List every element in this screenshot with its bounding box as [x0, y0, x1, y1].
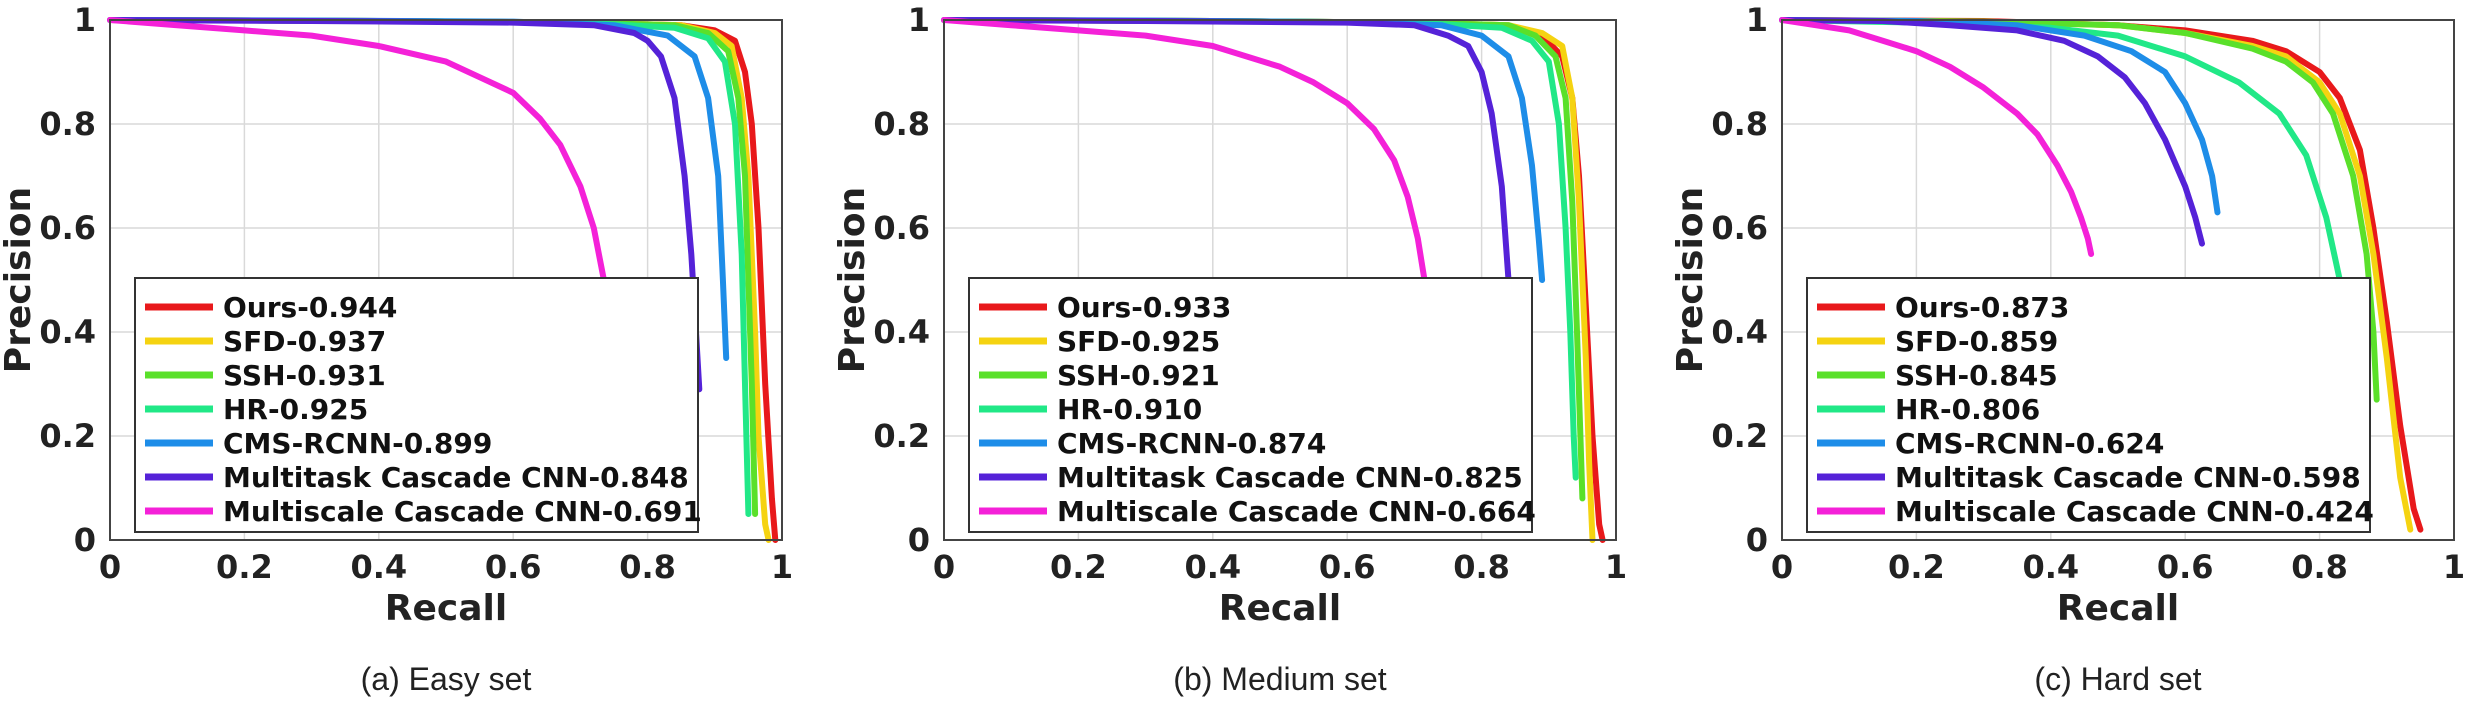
x-tick-label: 0: [1771, 548, 1793, 586]
x-axis-title: Recall: [2057, 588, 2179, 629]
y-axis-title: Precision: [0, 187, 39, 373]
legend-label: Ours-0.944: [223, 291, 397, 324]
x-tick-label: 0.8: [2291, 548, 2348, 586]
x-tick-label: 0.6: [485, 548, 542, 586]
y-tick-label: 1: [908, 1, 930, 39]
y-tick-label: 1: [74, 1, 96, 39]
series-line-6: [1779, 17, 2205, 247]
plot-frame: [109, 19, 783, 541]
x-axis-title: Recall: [385, 588, 507, 629]
y-tick-label: 0.2: [39, 417, 96, 455]
legend-label: Multiscale Cascade CNN-0.424: [1895, 495, 2374, 528]
panel-caption: (c) Hard set: [2034, 661, 2201, 697]
y-axis-title: Precision: [1670, 187, 1711, 373]
legend-label: CMS-RCNN-0.874: [1057, 427, 1326, 460]
chart-panel-3: 0 0.2 0.4 0.6 0.8 1 0 0.2 0.4 0.6 0.8 1 Recall Precis…: [1670, 1, 2465, 697]
x-tick-label: 1: [2443, 548, 2465, 586]
x-tick-label: 0.2: [216, 548, 273, 586]
panel-caption: (a) Easy set: [361, 661, 532, 697]
series-line-6: [107, 17, 703, 393]
legend-label: Multitask Cascade CNN-0.598: [1895, 461, 2361, 494]
legend-box: [1806, 277, 2371, 533]
legend-label: SSH-0.845: [1895, 359, 2058, 392]
legend-box: [968, 277, 1533, 533]
chart-panel-1: 0 0.2 0.4 0.6 0.8 1 0 0.2 0.4 0.6 0.8 1 Recall Precis…: [0, 1, 793, 697]
series-line-7: [1779, 17, 2095, 257]
legend-label: Ours-0.933: [1057, 291, 1231, 324]
y-tick-label: 1: [1746, 1, 1768, 39]
y-tick-label: 0.2: [1711, 417, 1768, 455]
legend-box: [134, 277, 699, 533]
x-tick-label: 0: [933, 548, 955, 586]
legend-label: CMS-RCNN-0.624: [1895, 427, 2164, 460]
y-tick-label: 0.8: [1711, 105, 1768, 143]
y-tick-label: 0.6: [873, 209, 930, 247]
series-line-5: [1779, 17, 2221, 216]
y-tick-label: 0.4: [1711, 313, 1768, 351]
y-tick-label: 0.2: [873, 417, 930, 455]
x-tick-label: 0.6: [1319, 548, 1376, 586]
legend-label: CMS-RCNN-0.899: [223, 427, 492, 460]
legend-label: Multitask Cascade CNN-0.848: [223, 461, 689, 494]
y-tick-label: 0.4: [39, 313, 96, 351]
legend: Ours-0.933SFD-0.925SSH-0.921HR-0.910CMS-…: [968, 277, 1536, 533]
x-tick-label: 0: [99, 548, 121, 586]
x-tick-label: 0.4: [2022, 548, 2079, 586]
y-axis-title: Precision: [832, 187, 873, 373]
x-tick-label: 1: [1605, 548, 1627, 586]
legend-label: Multiscale Cascade CNN-0.664: [1057, 495, 1536, 528]
legend-label: SSH-0.921: [1057, 359, 1220, 392]
series-line-3: [1779, 17, 2380, 403]
legend-label: SFD-0.937: [223, 325, 386, 358]
x-tick-label: 0.2: [1888, 548, 1945, 586]
series-line-7: [107, 17, 614, 335]
y-tick-label: 0.6: [39, 209, 96, 247]
panel-caption: (b) Medium set: [1173, 661, 1387, 697]
legend-label: Multiscale Cascade CNN-0.691: [223, 495, 702, 528]
legend-label: HR-0.806: [1895, 393, 2040, 426]
legend-label: SFD-0.925: [1057, 325, 1220, 358]
series-line-6: [941, 17, 1515, 335]
legend-label: Ours-0.873: [1895, 291, 2069, 324]
plot-frame: [1781, 19, 2455, 541]
legend-label: HR-0.910: [1057, 393, 1202, 426]
x-tick-label: 0.4: [350, 548, 407, 586]
legend: Ours-0.873SFD-0.859SSH-0.845HR-0.806CMS-…: [1806, 277, 2374, 533]
x-tick-label: 0.8: [1453, 548, 1510, 586]
legend-label: SSH-0.931: [223, 359, 386, 392]
y-tick-label: 0: [74, 521, 96, 559]
y-tick-label: 0.4: [873, 313, 930, 351]
y-tick-label: 0: [1746, 521, 1768, 559]
series-line-5: [941, 17, 1546, 283]
legend: Ours-0.944SFD-0.937SSH-0.931HR-0.925CMS-…: [134, 277, 702, 533]
y-tick-label: 0.8: [873, 105, 930, 143]
chart-panel-2: 0 0.2 0.4 0.6 0.8 1 0 0.2 0.4 0.6 0.8 1 Recall Precis…: [832, 1, 1627, 697]
y-tick-label: 0.6: [1711, 209, 1768, 247]
legend-label: HR-0.925: [223, 393, 368, 426]
y-tick-label: 0.8: [39, 105, 96, 143]
y-tick-label: 0: [908, 521, 930, 559]
legend-label: SFD-0.859: [1895, 325, 2058, 358]
x-tick-label: 0.6: [2157, 548, 2214, 586]
x-tick-label: 1: [771, 548, 793, 586]
plot-frame: [943, 19, 1617, 541]
x-tick-label: 0.8: [619, 548, 676, 586]
x-tick-label: 0.4: [1184, 548, 1241, 586]
series-line-7: [941, 17, 1428, 283]
legend-label: Multitask Cascade CNN-0.825: [1057, 461, 1523, 494]
x-tick-label: 0.2: [1050, 548, 1107, 586]
x-axis-title: Recall: [1219, 588, 1341, 629]
